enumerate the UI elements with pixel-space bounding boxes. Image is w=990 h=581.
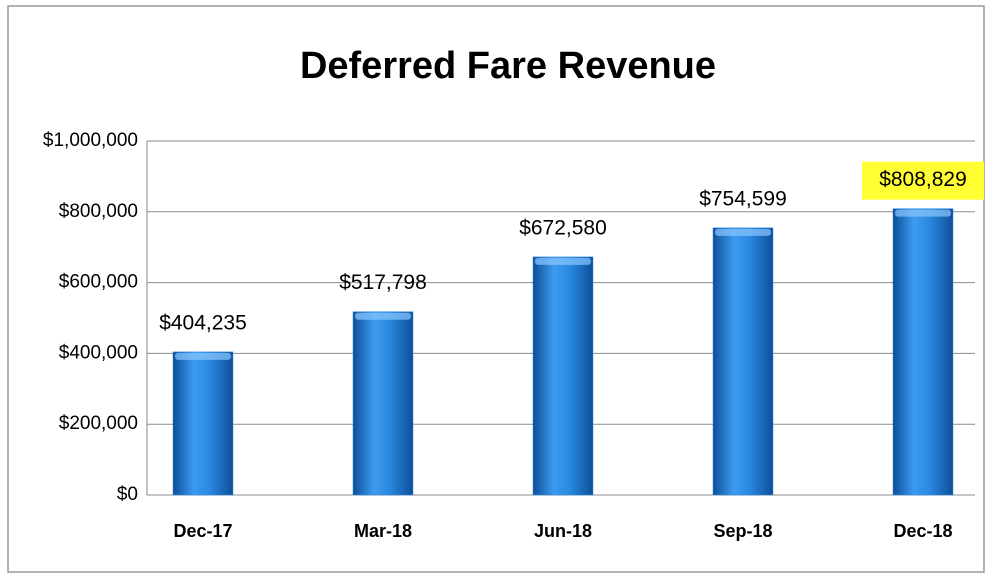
x-tick-label: Sep-18 [713,521,772,541]
y-tick-label: $1,000,000 [43,130,138,151]
bar [532,256,594,496]
x-tick-label: Mar-18 [354,521,412,541]
bar-cap [535,257,591,265]
y-tick-label: $400,000 [59,342,138,363]
x-tick-label: Dec-17 [173,521,232,541]
bar [172,351,234,496]
bar [712,227,774,496]
value-label: $808,829 [879,168,967,191]
bar-cap [355,312,411,320]
value-label: $754,599 [699,187,787,210]
chart-border [7,5,985,573]
y-tick-label: $0 [117,484,138,505]
bar [892,208,954,496]
value-label: $517,798 [339,271,427,294]
bar [352,311,414,496]
bar-cap [895,209,951,217]
value-label: $404,235 [159,311,247,334]
highlight [862,161,984,200]
value-label: $672,580 [519,216,607,239]
y-tick-label: $800,000 [59,201,138,222]
chart-title: Deferred Fare Revenue [300,45,716,87]
y-tick-label: $600,000 [59,272,138,293]
x-tick-label: Dec-18 [893,521,952,541]
bar-cap [175,352,231,360]
bar-cap [715,228,771,236]
y-tick-label: $200,000 [59,413,138,434]
x-tick-label: Jun-18 [534,521,592,541]
